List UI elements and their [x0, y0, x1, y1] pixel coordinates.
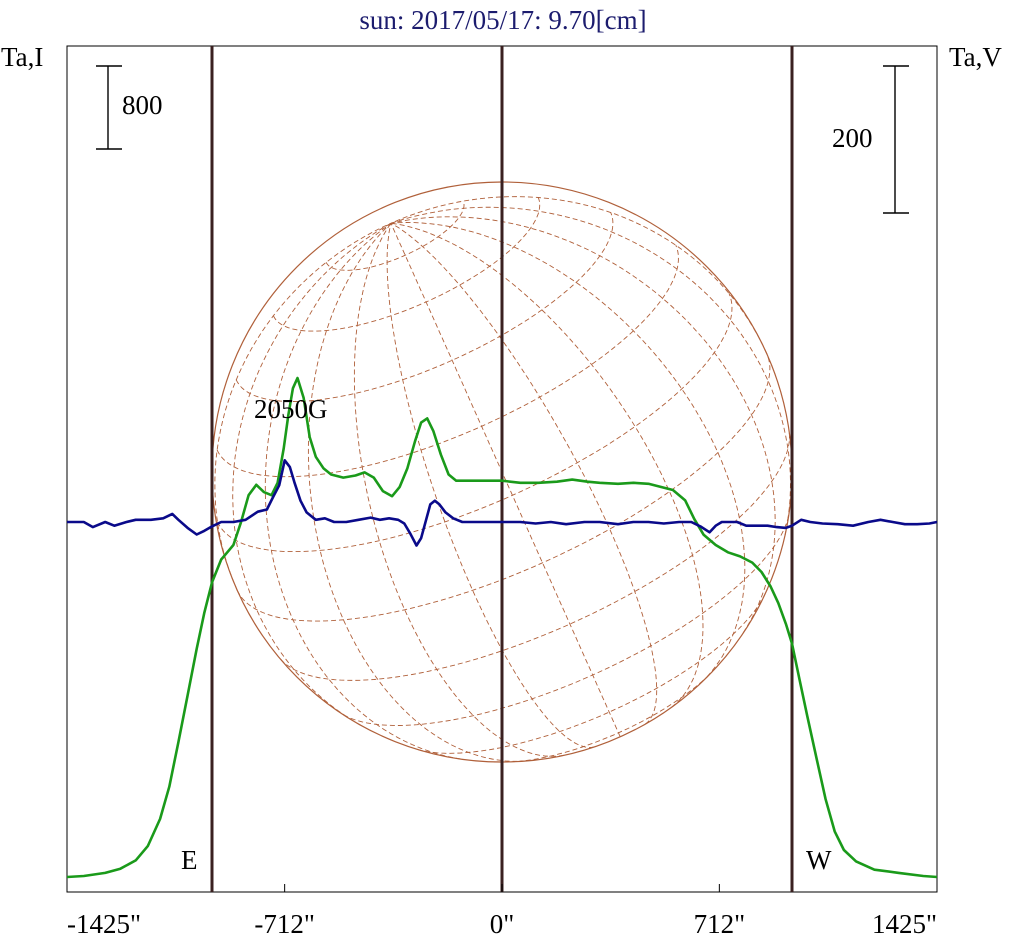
disk-grid-longitude — [390, 216, 776, 634]
x-tick-label-3: 712" — [694, 909, 746, 939]
disk-grid-longitude — [214, 222, 392, 591]
series-line-i — [66, 376, 938, 879]
scale-bar-i-label: 800 — [122, 90, 163, 120]
x-tick-label-2: 0" — [490, 909, 515, 939]
series-layer — [66, 376, 938, 879]
disk-grid-latitude — [325, 200, 465, 271]
disk-grid-latitude — [235, 212, 614, 402]
disk-grid-latitude — [272, 197, 541, 332]
disk-grid-longitude — [386, 223, 595, 748]
limb-label-east: E — [181, 845, 198, 875]
disk-grid-longitude — [353, 223, 564, 757]
annotation-2050g: 2050G — [254, 394, 328, 424]
scale-bar-v-label: 200 — [832, 123, 873, 153]
x-tick-label-4: 1425" — [872, 909, 937, 939]
x-tick-label-0: -1425" — [67, 909, 141, 939]
x-axis-ticks: -1425" -712" 0" 712" 1425" — [66, 884, 938, 939]
series-line-v — [67, 459, 938, 547]
x-tick-label-1: -712" — [254, 909, 315, 939]
disk-grid-longitude — [264, 222, 461, 760]
disk-grid-latitude — [509, 670, 714, 763]
disk-grid-longitude — [307, 222, 526, 762]
disk-grid-latitude — [280, 431, 790, 681]
scale-bar-v: 200 — [832, 65, 909, 214]
disk-grid-latitude — [216, 245, 679, 478]
vertical-markers — [210, 46, 794, 892]
disk-grid-longitude — [390, 222, 746, 683]
disk-grid-longitude — [390, 196, 768, 354]
left-axis-label: Ta,I — [1, 42, 43, 72]
limb-label-west: W — [806, 845, 832, 875]
scale-bar-i: 800 — [96, 65, 163, 150]
chart-title: sun: 2017/05/17: 9.70[cm] — [359, 5, 646, 35]
disk-grid-latitude — [417, 594, 766, 754]
disk-grid-longitude — [390, 222, 704, 708]
disk-grid-longitude — [390, 223, 621, 737]
disk-grid-longitude — [390, 222, 658, 725]
right-axis-label: Ta,V — [949, 42, 1002, 72]
